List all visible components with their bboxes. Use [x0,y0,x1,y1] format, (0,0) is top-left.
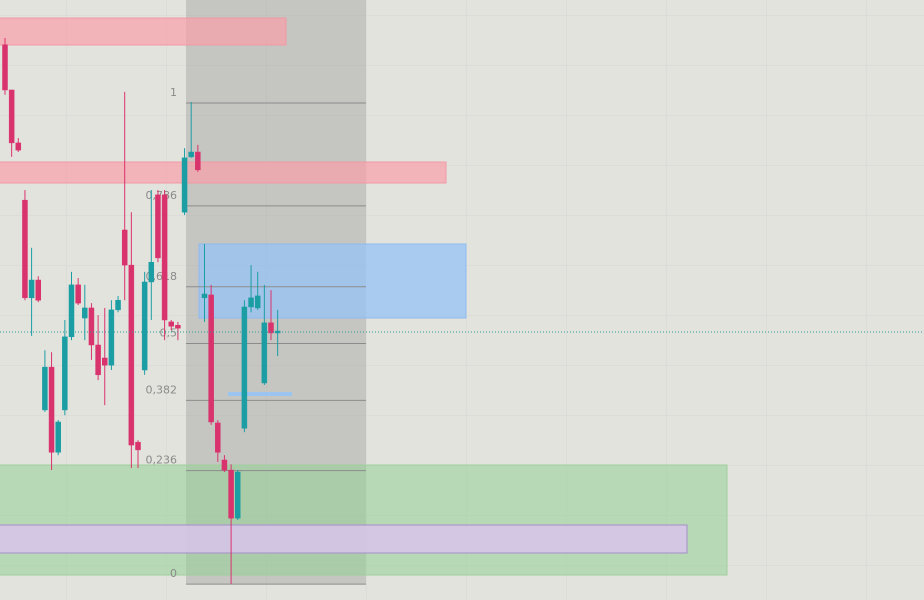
fib-level-label: 0,236 [146,454,178,467]
candle-body [88,307,95,346]
candle-body [141,281,148,371]
candle-body [235,471,241,519]
candle-body [55,421,61,453]
candle-body [128,264,135,446]
candle-body [82,307,88,319]
order-block-zone [198,243,467,319]
supply-zone [0,161,447,184]
candle-body [248,297,254,308]
candle-body [28,279,35,299]
candle-body [135,441,141,451]
fib-level-label: 1 [170,86,177,99]
candle-body [8,89,15,144]
candle-body [42,366,48,411]
candle-body [195,151,201,171]
candle-body [228,469,234,519]
fib-level-label: 0,382 [146,383,178,396]
small-zone [228,392,292,396]
candle-body [155,194,161,259]
candle-body [148,261,155,283]
candle-body [268,322,274,334]
candle-body [115,299,121,311]
fib-level-label: 0,786 [146,189,178,202]
candle-body [62,336,68,411]
candle-body [254,295,261,309]
candle-body [175,325,181,329]
fib-level-label: 0 [170,567,177,580]
candle-body [121,229,128,266]
candle-body [188,151,194,158]
demand-zone [0,464,728,576]
candle-body [15,142,22,151]
candle-body [201,293,208,299]
candle-body [75,284,81,304]
candle-body [261,322,268,384]
candle-body [274,330,281,334]
candles [2,38,281,585]
candle-body [68,284,75,338]
candle-body [2,44,8,91]
inner-demand-zone [0,524,688,554]
candle-body [215,422,221,453]
candle-body [108,309,115,366]
supply-zone [0,17,287,46]
candle-body [35,279,41,301]
candle-body [102,357,108,366]
fib-level-label: 0,5 [160,327,178,340]
candle-body [181,157,188,213]
candle-body [241,306,248,429]
candle-body [95,344,101,376]
candle-body [22,199,28,299]
candle-body [161,194,168,321]
candle-body [168,321,174,327]
candle-body [208,294,214,423]
candle-body [48,366,55,453]
candle-body [221,459,228,471]
